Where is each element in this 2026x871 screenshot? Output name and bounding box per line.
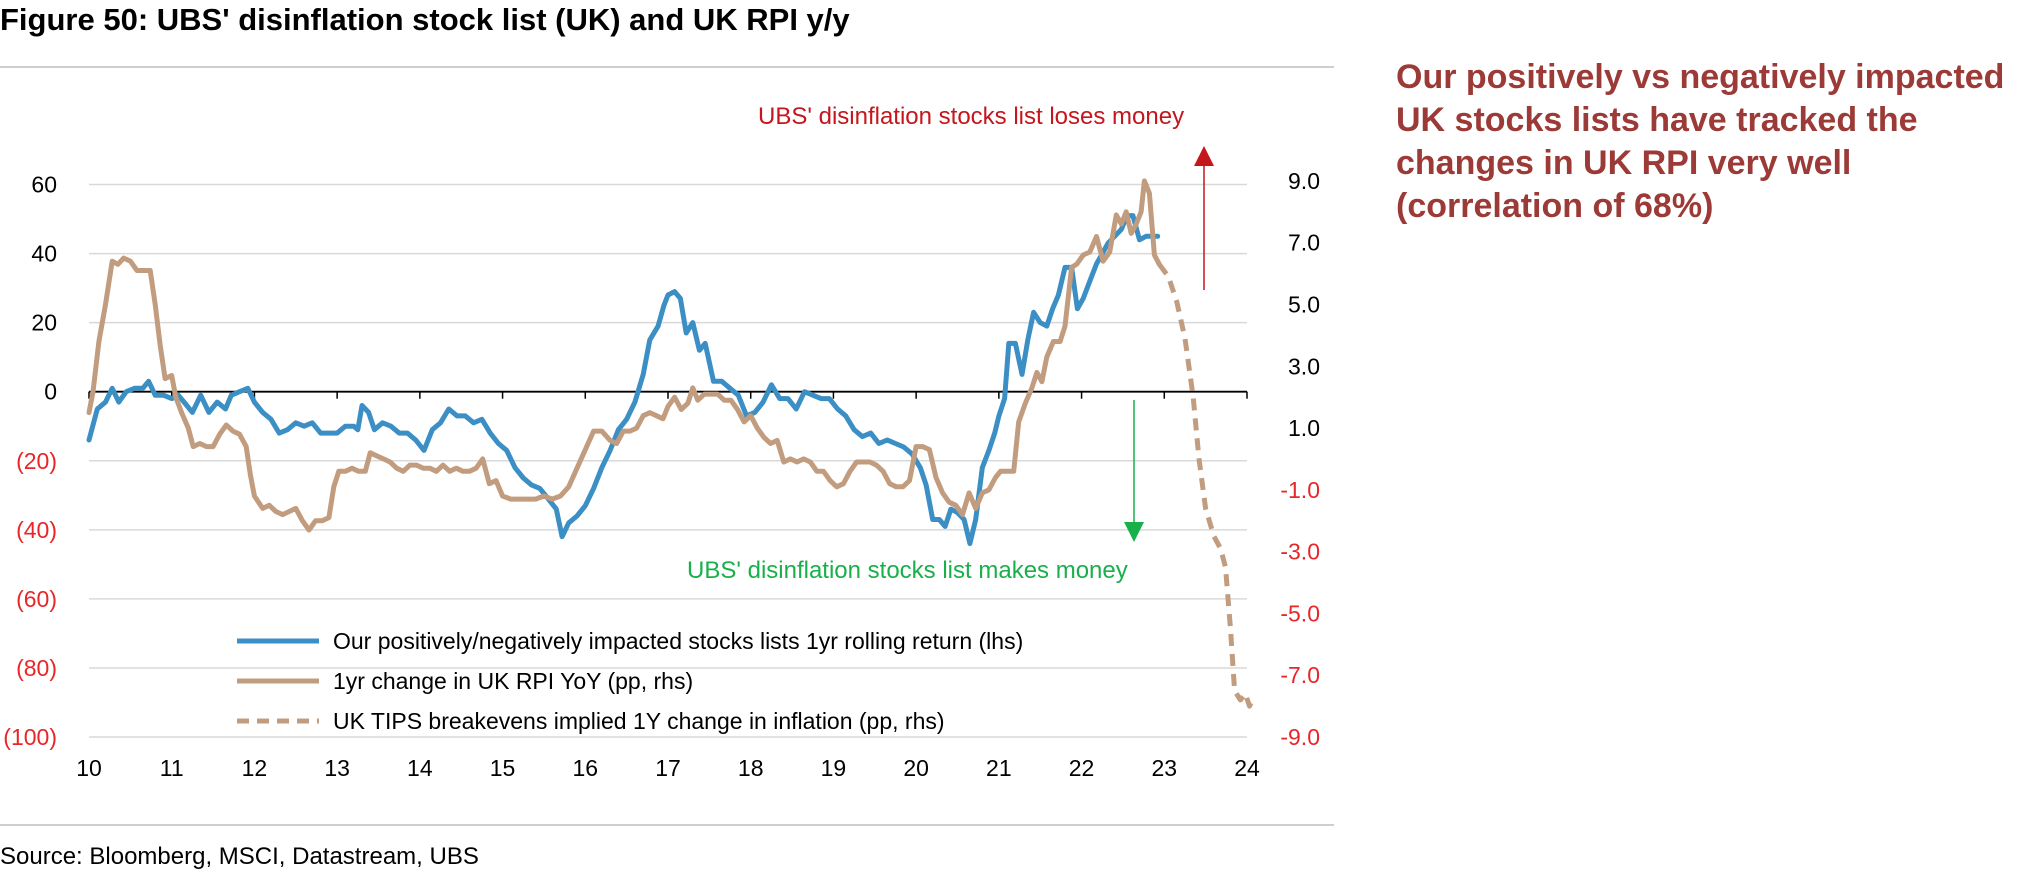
series-line-1	[86, 213, 1161, 547]
left-tick-label: (20)	[16, 448, 57, 474]
x-tick-label: 16	[572, 755, 598, 781]
makes-money-arrowhead	[1124, 522, 1144, 542]
left-tick-label: (40)	[16, 517, 57, 543]
series-line-2	[86, 178, 1162, 533]
figure-title: Figure 50: UBS' disinflation stock list …	[0, 2, 850, 37]
left-tick-label: 40	[31, 241, 57, 267]
x-tick-label: 14	[407, 755, 433, 781]
x-tick-label: 12	[242, 755, 268, 781]
grid-layer	[89, 183, 1247, 738]
x-tick-label: 15	[490, 755, 516, 781]
right-tick-label: 1.0	[1288, 415, 1320, 441]
left-tick-label: (60)	[16, 586, 57, 612]
right-tick-label: -3.0	[1280, 539, 1320, 565]
x-tick-label: 23	[1151, 755, 1177, 781]
left-tick-label: (100)	[3, 724, 57, 750]
right-tick-label: 3.0	[1288, 353, 1320, 379]
x-tick-label: 18	[738, 755, 764, 781]
right-tick-label: -1.0	[1280, 477, 1320, 503]
legend-label-dashed: UK TIPS breakevens implied 1Y change in …	[333, 708, 945, 734]
right-tick-label: -9.0	[1280, 724, 1320, 750]
right-tick-label: 5.0	[1288, 291, 1320, 317]
loses-money-arrowhead	[1194, 146, 1214, 166]
x-tick-label: 17	[655, 755, 681, 781]
right-tick-label: -5.0	[1280, 600, 1320, 626]
axis-layer: 60 40 20 0 (20) (40) (60) (80) (100) 9.0 7.0 5.0 3.0…	[3, 168, 1320, 781]
callout-text: Our positively vs negatively impacted UK…	[1396, 58, 2005, 225]
left-tick-label: 0	[44, 379, 57, 405]
right-tick-label: 9.0	[1288, 168, 1320, 194]
x-tick-label: 24	[1234, 755, 1260, 781]
x-tick-label: 11	[160, 755, 184, 781]
x-tick-label: 13	[324, 755, 350, 781]
series-layer	[86, 178, 1256, 709]
x-tick-label: 21	[986, 755, 1012, 781]
makes-money-annotation: UBS' disinflation stocks list makes mone…	[687, 557, 1128, 584]
left-tick-label: 60	[31, 172, 57, 198]
series-line-3	[1157, 262, 1256, 709]
right-tick-label: -7.0	[1280, 662, 1320, 688]
loses-money-annotation: UBS' disinflation stocks list loses mone…	[758, 103, 1184, 130]
x-tick-label: 22	[1069, 755, 1095, 781]
annotation-layer: UBS' disinflation stocks list loses mone…	[687, 103, 1214, 584]
legend-label-tan: 1yr change in UK RPI YoY (pp, rhs)	[333, 668, 693, 694]
source-note: Source: Bloomberg, MSCI, Datastream, UBS	[0, 843, 479, 870]
x-tick-label: 19	[821, 755, 847, 781]
x-tick-label: 10	[76, 755, 102, 781]
legend: Our positively/negatively impacted stock…	[237, 628, 1023, 734]
left-tick-label: (80)	[16, 655, 57, 681]
right-tick-label: 7.0	[1288, 230, 1320, 256]
x-tick-label: 20	[903, 755, 929, 781]
legend-label-blue: Our positively/negatively impacted stock…	[333, 628, 1023, 654]
left-tick-label: 20	[31, 310, 57, 336]
